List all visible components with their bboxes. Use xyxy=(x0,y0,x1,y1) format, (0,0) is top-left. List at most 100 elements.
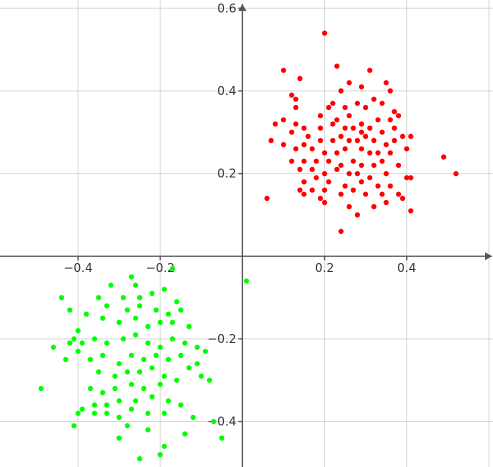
red-point xyxy=(326,104,332,111)
green-point xyxy=(161,286,167,292)
red-point xyxy=(379,158,385,164)
red-point xyxy=(342,146,348,152)
red-point xyxy=(371,162,377,168)
green-point xyxy=(100,352,106,358)
red-point xyxy=(289,158,295,164)
red-point xyxy=(317,195,323,201)
red-point xyxy=(375,183,381,189)
red-point xyxy=(293,146,299,152)
red-point xyxy=(338,133,344,139)
red-point xyxy=(358,146,365,152)
green-point xyxy=(169,319,176,325)
green-point xyxy=(219,435,225,441)
red-point xyxy=(342,183,348,189)
green-point xyxy=(100,315,106,321)
green-point xyxy=(120,295,126,301)
green-point xyxy=(87,356,93,363)
red-point xyxy=(317,113,323,119)
green-point xyxy=(91,410,98,416)
red-point xyxy=(322,150,328,156)
red-point xyxy=(395,191,402,197)
red-point xyxy=(354,100,360,106)
red-point xyxy=(338,228,344,234)
red-point xyxy=(346,204,352,210)
green-point xyxy=(83,311,89,317)
green-point xyxy=(124,423,130,429)
green-point xyxy=(112,385,118,392)
red-point xyxy=(342,104,348,111)
red-point xyxy=(358,179,365,185)
green-point xyxy=(71,423,77,429)
green-point xyxy=(96,369,102,375)
green-point xyxy=(59,295,65,301)
red-point xyxy=(334,63,340,69)
red-point xyxy=(313,158,319,164)
green-point xyxy=(174,377,180,383)
green-point xyxy=(137,303,143,309)
green-point xyxy=(128,381,135,387)
red-point xyxy=(346,80,352,86)
red-point xyxy=(280,67,287,73)
red-point xyxy=(309,146,315,152)
green-point xyxy=(206,377,213,383)
red-point xyxy=(453,171,459,177)
red-point xyxy=(404,146,410,152)
green-point xyxy=(161,373,167,379)
green-point xyxy=(174,299,180,305)
red-point xyxy=(350,125,356,131)
green-point xyxy=(137,295,143,301)
red-point xyxy=(367,150,373,156)
red-point xyxy=(379,191,385,197)
red-point xyxy=(395,162,402,168)
y-tick-label: 0.2 xyxy=(217,167,236,181)
green-point xyxy=(116,398,122,404)
green-point xyxy=(112,373,118,379)
green-point xyxy=(194,361,200,367)
red-point xyxy=(264,195,270,201)
green-point xyxy=(153,352,159,358)
green-point xyxy=(157,344,163,350)
green-point xyxy=(202,348,208,354)
green-point xyxy=(38,385,44,392)
red-point xyxy=(408,208,414,214)
red-point xyxy=(322,199,328,206)
red-point xyxy=(338,88,344,94)
green-point xyxy=(186,365,192,371)
x-tick-label: −0.4 xyxy=(63,261,92,275)
red-point xyxy=(330,137,336,144)
red-point xyxy=(334,150,340,156)
red-point xyxy=(383,199,389,206)
red-point xyxy=(350,158,356,164)
red-point xyxy=(391,109,397,115)
red-point xyxy=(367,125,373,131)
green-point xyxy=(178,402,184,408)
axes xyxy=(0,4,492,467)
green-point xyxy=(104,410,110,416)
green-point xyxy=(116,361,122,367)
green-point xyxy=(145,427,151,433)
red-point xyxy=(289,92,295,98)
green-point xyxy=(116,435,122,441)
green-point xyxy=(243,278,250,284)
green-point xyxy=(79,406,85,412)
red-point xyxy=(305,133,311,139)
x-axis-arrow-icon xyxy=(485,252,492,261)
red-point xyxy=(326,158,332,164)
red-point xyxy=(334,166,340,172)
green-point xyxy=(161,443,167,449)
green-point xyxy=(133,282,139,288)
green-point xyxy=(157,319,163,325)
red-point xyxy=(358,162,365,168)
red-point xyxy=(338,191,344,197)
green-point xyxy=(165,398,171,404)
green-point xyxy=(169,266,176,272)
red-point xyxy=(309,187,315,193)
red-point xyxy=(379,100,385,106)
green-point xyxy=(141,356,147,363)
green-point xyxy=(75,410,81,416)
green-point xyxy=(91,402,98,408)
red-point xyxy=(400,195,406,201)
green-point xyxy=(178,307,184,313)
red-point xyxy=(346,113,352,119)
red-point xyxy=(441,154,447,160)
